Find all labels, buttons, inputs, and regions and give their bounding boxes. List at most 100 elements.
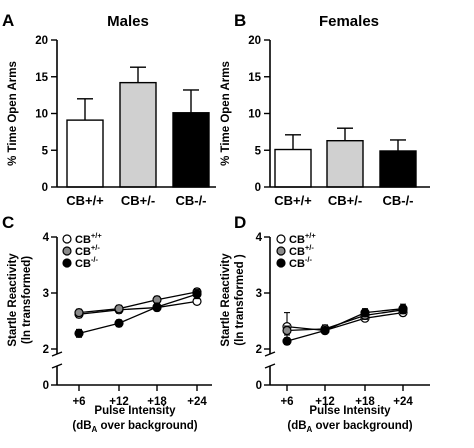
y-tick-label: 4 (43, 232, 50, 244)
x-axis-label-line2: (dBA over background) (72, 420, 197, 434)
panel-d: D 0 2 3 4 Startle Reactivity (ln transformed )… (220, 213, 430, 434)
panel-b: B Females 0 5 10 15 20 % Time Open Arms CB+/+ CB+… (220, 11, 430, 208)
data-point (360, 308, 370, 318)
legend-label: CB+/- (289, 243, 314, 258)
legend-marker (62, 234, 72, 244)
data-point (192, 289, 202, 299)
y-tick-label: 20 (248, 35, 261, 47)
y-axis-label-line: (ln transformed) (21, 256, 33, 344)
legend-marker (62, 246, 72, 256)
legend-label-sup: +/+ (305, 231, 316, 240)
series-line (78, 300, 198, 315)
x-tick-label: +6 (280, 396, 293, 408)
x-axis-label-unit: (dB (72, 420, 91, 432)
data-point (282, 325, 292, 336)
legend-label: CB+/+ (75, 231, 102, 246)
legend-label: CB-/- (75, 255, 98, 270)
legend-label: CB+/+ (289, 231, 316, 246)
y-tick-label: 10 (35, 109, 48, 121)
bar (379, 150, 417, 188)
y-tick-label: 0 (42, 182, 48, 194)
x-axis-label-unit-sub: A (307, 425, 313, 434)
legend-label: CB-/- (289, 255, 312, 270)
bar (274, 148, 312, 188)
legend-label-base: CB (289, 246, 305, 258)
bar (172, 112, 210, 188)
data-point (74, 328, 84, 338)
category-label: CB+/- (121, 193, 155, 208)
data-point (282, 336, 292, 346)
data-point (320, 325, 330, 336)
panel-c: C 0 2 3 4 Startle Reactivity (ln transformed) +… (2, 213, 212, 434)
y-tick-label: 15 (248, 72, 261, 84)
data-point (114, 304, 124, 314)
bar (326, 139, 364, 188)
series-line (286, 309, 404, 332)
x-axis-label-unit: (dB (287, 420, 306, 432)
panel-title: Males (107, 13, 149, 30)
y-tick-label: 4 (256, 232, 263, 244)
x-tick-label: +18 (147, 396, 167, 408)
y-tick-label: 20 (35, 35, 48, 47)
series-line (286, 311, 404, 332)
legend-label-sup: -/- (305, 255, 313, 264)
legend-marker (62, 258, 72, 268)
y-tick-label: 0 (255, 182, 261, 194)
y-axis-label: Startle Reactivity (ln transformed ) (220, 253, 246, 347)
series-line (78, 293, 198, 334)
legend-label-sup: -/- (91, 255, 99, 264)
data-point (114, 318, 124, 328)
x-axis-label-unit-sub: A (92, 425, 98, 434)
panel-a: A Males 0 5 10 15 20 % Time Open Arms CB+/+ CB+/-… (2, 11, 216, 208)
legend-label-base: CB (75, 246, 91, 258)
y-axis-label: Startle Reactivity (ln transformed) (7, 253, 33, 347)
series-line (286, 308, 404, 342)
data-point (152, 302, 162, 312)
series-line (78, 291, 198, 314)
x-axis-label-line1: Pulse Intensity (94, 405, 176, 417)
x-axis-label-line2: (dBA over background) (287, 420, 412, 434)
legend-label-sup: +/- (91, 243, 100, 252)
legend-label-sup: +/- (305, 243, 314, 252)
y-tick-label: 2 (43, 344, 49, 356)
data-point (74, 308, 84, 318)
category-label: CB+/- (328, 193, 362, 208)
data-point (398, 304, 408, 314)
y-tick-label: 10 (248, 109, 261, 121)
y-axis-label-line: (ln transformed ) (234, 254, 246, 346)
y-tick-label: 0 (256, 380, 262, 392)
legend-marker (276, 246, 286, 256)
axis-break-mark (264, 363, 276, 369)
category-label: CB+/+ (66, 193, 104, 208)
legend-label-sup: +/+ (91, 231, 102, 240)
x-tick-label: +6 (72, 396, 85, 408)
bar (66, 119, 104, 188)
y-axis-label: % Time Open Arms (7, 61, 19, 166)
y-tick-label: 3 (256, 288, 262, 300)
y-axis-label: % Time Open Arms (220, 61, 232, 166)
y-tick-label: 3 (43, 288, 49, 300)
x-axis-label-rest: over background) (97, 420, 197, 432)
category-label: CB-/- (175, 193, 206, 208)
y-tick-label: 5 (42, 145, 49, 157)
legend-label-base: CB (75, 234, 91, 246)
x-tick-label: +24 (393, 396, 413, 408)
y-axis-label-line: Startle Reactivity (220, 253, 232, 347)
y-tick-label: 2 (256, 344, 262, 356)
x-axis-label-line1: Pulse Intensity (309, 405, 391, 417)
y-tick-label: 5 (255, 145, 262, 157)
legend-label: CB+/- (75, 243, 100, 258)
panel-label: B (234, 11, 246, 30)
panel-label: D (234, 213, 246, 232)
x-axis-label-rest: over background) (312, 420, 412, 432)
y-axis-label-line: Startle Reactivity (7, 253, 19, 347)
axis-break-mark (51, 363, 63, 369)
y-tick-label: 15 (35, 72, 48, 84)
panel-title: Females (319, 13, 379, 30)
axis-break-mark (51, 351, 63, 357)
legend-label-base: CB (289, 258, 305, 270)
y-tick-label: 0 (43, 380, 49, 392)
legend-marker (276, 234, 286, 244)
x-tick-label: +24 (187, 396, 207, 408)
